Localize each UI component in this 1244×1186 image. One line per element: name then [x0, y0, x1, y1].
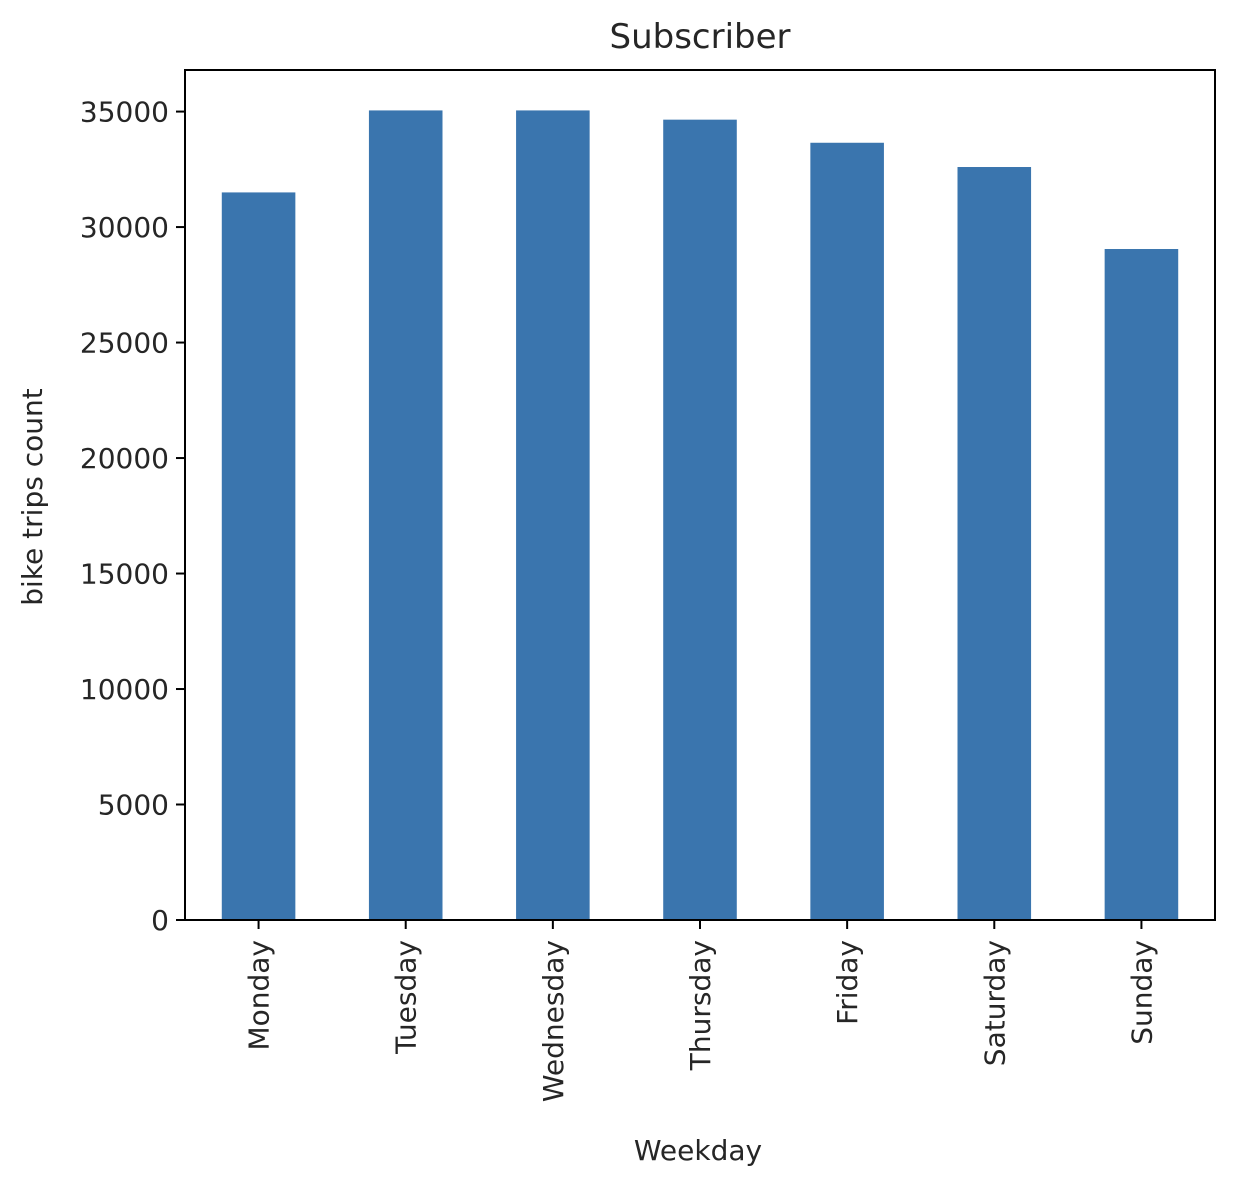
x-tick-label: Sunday: [1125, 940, 1158, 1045]
y-tick-label: 20000: [80, 442, 169, 475]
y-tick-label: 35000: [80, 96, 169, 129]
y-tick-label: 15000: [80, 558, 169, 591]
y-tick-label: 30000: [80, 211, 169, 244]
y-tick-label: 0: [151, 904, 169, 937]
plot-frame: [184, 69, 1216, 921]
y-axis-title: bike trips count: [16, 388, 49, 605]
bar-saturday: [957, 167, 1032, 920]
bars-group: [221, 110, 1179, 921]
x-tick-label: Thursday: [684, 940, 717, 1071]
bar-sunday: [1104, 249, 1179, 920]
x-tick-label: Monday: [243, 940, 276, 1051]
y-axis-ticks: 0 5000 10000 15000 20000 25000 30000 35000: [80, 96, 185, 937]
x-tick-label: Wednesday: [537, 940, 570, 1102]
bar-tuesday: [368, 110, 443, 920]
x-tick-label: Friday: [831, 940, 864, 1025]
x-axis-title: Weekday: [634, 1134, 762, 1167]
x-tick-label: Saturday: [978, 940, 1011, 1066]
bar-monday: [221, 192, 296, 921]
bar-friday: [810, 142, 884, 920]
chart-title: Subscriber: [609, 17, 790, 57]
bar-wednesday: [516, 110, 590, 920]
y-tick-label: 25000: [80, 327, 169, 360]
x-axis-ticks: Monday Tuesday Wednesday Thursday Friday Satu…: [243, 920, 1158, 1102]
x-tick-label: Tuesday: [390, 940, 423, 1055]
bar-thursday: [663, 119, 737, 920]
y-tick-label: 10000: [80, 673, 169, 706]
y-tick-label: 5000: [98, 789, 169, 822]
